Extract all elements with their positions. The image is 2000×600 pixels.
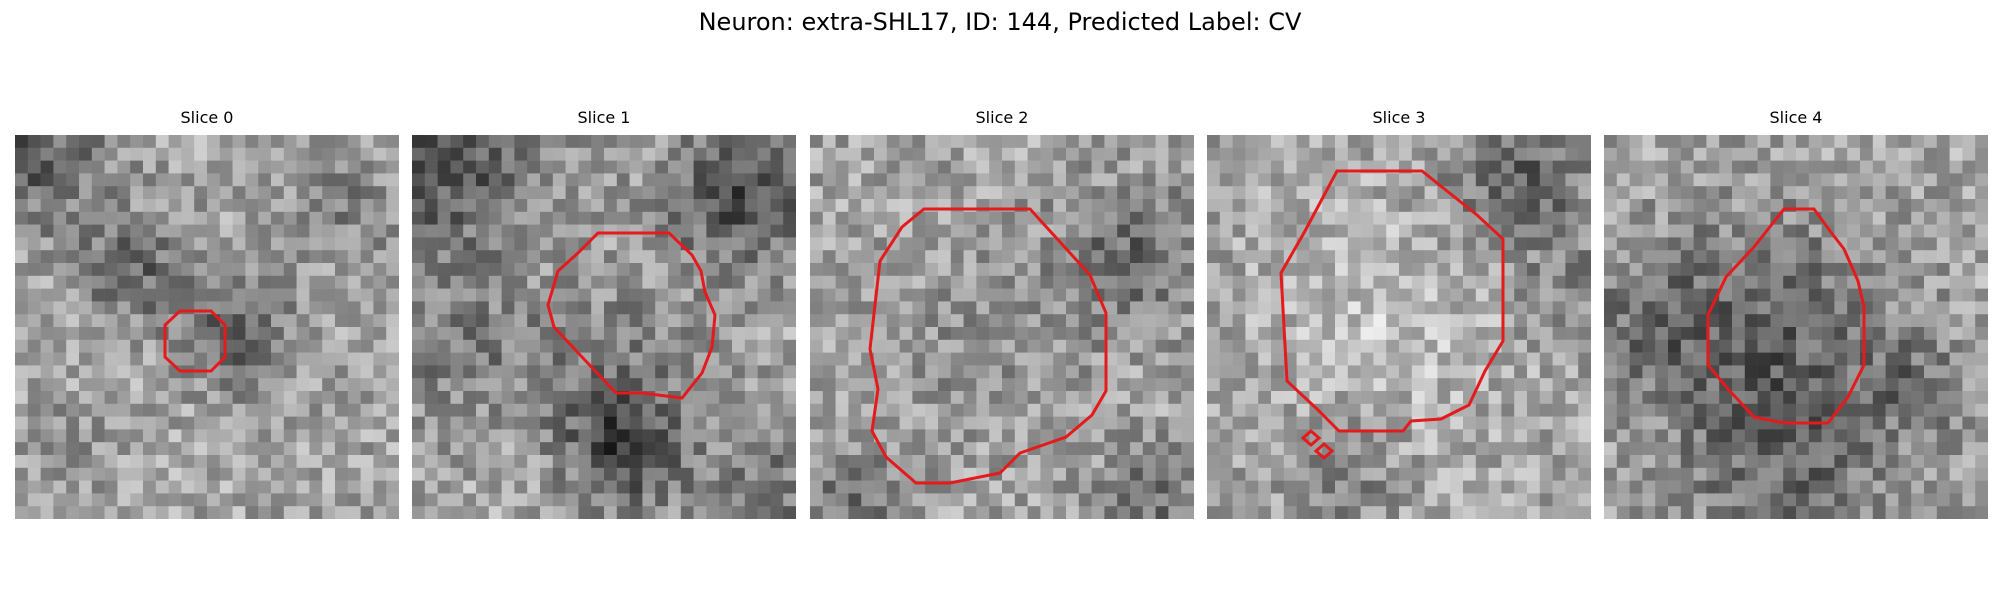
slice-title-4: Slice 4 bbox=[1769, 108, 1823, 127]
slice-image-1 bbox=[412, 135, 796, 519]
segmentation-contour bbox=[163, 309, 227, 373]
slice-image-3 bbox=[1207, 135, 1591, 519]
segmentation-contour bbox=[868, 207, 1108, 485]
figure-title: Neuron: extra-SHL17, ID: 144, Predicted … bbox=[698, 8, 1302, 36]
segmentation-contour-fragment bbox=[1300, 429, 1322, 447]
slice-title-1: Slice 1 bbox=[577, 108, 631, 127]
segmentation-contour-fragment bbox=[1313, 442, 1335, 460]
slice-title-2: Slice 2 bbox=[975, 108, 1029, 127]
segmentation-contour bbox=[546, 231, 717, 400]
slice-title-3: Slice 3 bbox=[1372, 108, 1426, 127]
slice-image-0 bbox=[15, 135, 399, 519]
segmentation-contour bbox=[1279, 169, 1505, 433]
slice-image-2 bbox=[810, 135, 1194, 519]
slice-image-4 bbox=[1604, 135, 1988, 519]
segmentation-contour bbox=[1706, 207, 1866, 425]
slice-title-0: Slice 0 bbox=[180, 108, 234, 127]
